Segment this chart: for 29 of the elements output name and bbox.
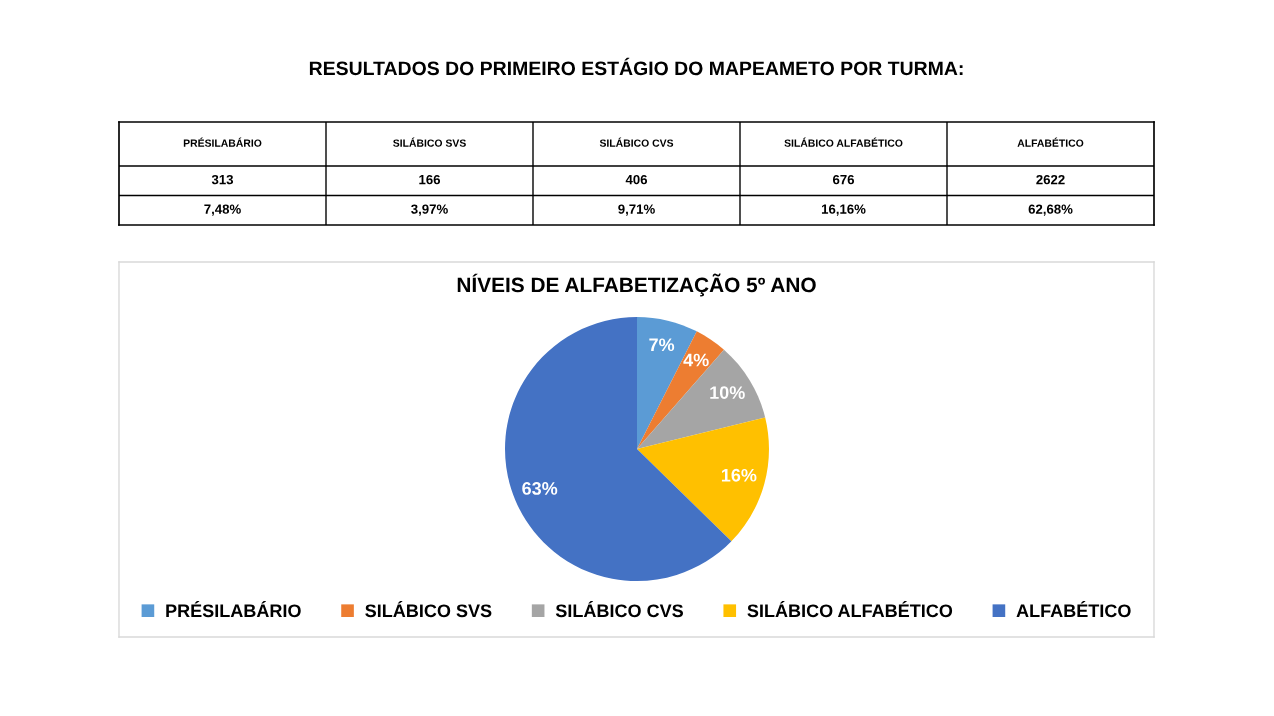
legend-label: SILÁBICO CVS: [555, 601, 683, 618]
data-label: 676: [832, 174, 855, 185]
legend-label: PRÉSILABÁRIO: [166, 601, 301, 618]
category-label: SILÁBICO ALFABÉTICO: [784, 137, 903, 147]
data-label: 4%: [683, 353, 709, 367]
pie-slice: [637, 417, 769, 542]
data-label: 166: [419, 174, 441, 185]
data-label: 9,71%: [618, 204, 655, 216]
data-label: 406: [625, 174, 648, 185]
text: RESULTADOS DO PRIMEIRO ESTÁGIO DO MAPEAMETO POR TURMA:: [309, 57, 963, 76]
category-label: ALFABÉTICO: [1017, 137, 1084, 147]
data-label: 3,97%: [411, 204, 448, 216]
data-label: 7,48%: [204, 204, 241, 216]
category-label: SILÁBICO SVS: [393, 137, 466, 147]
chart-title: NÍVEIS DE ALFABETIZAÇÃO 5º ANO: [457, 273, 816, 297]
pie-slice: [637, 349, 766, 449]
data-label: 7%: [649, 338, 675, 352]
data-label: 313: [211, 174, 234, 185]
data-label: 63%: [522, 482, 558, 495]
category-label: SILÁBICO CVS: [599, 137, 674, 147]
category-label: PRÉSILABÁRIO: [183, 137, 262, 147]
data-label: 62,68%: [1028, 204, 1073, 216]
legend-label: SILÁBICO SVS: [365, 601, 492, 618]
data-label: 2622: [1036, 174, 1065, 185]
data-label: 16,16%: [821, 204, 866, 216]
data-label: 16%: [721, 468, 757, 482]
legend-label: ALFABÉTICO: [1016, 601, 1131, 618]
data-label: 10%: [710, 386, 745, 399]
legend-label: SILÁBICO ALFABÉTICO: [747, 601, 953, 618]
